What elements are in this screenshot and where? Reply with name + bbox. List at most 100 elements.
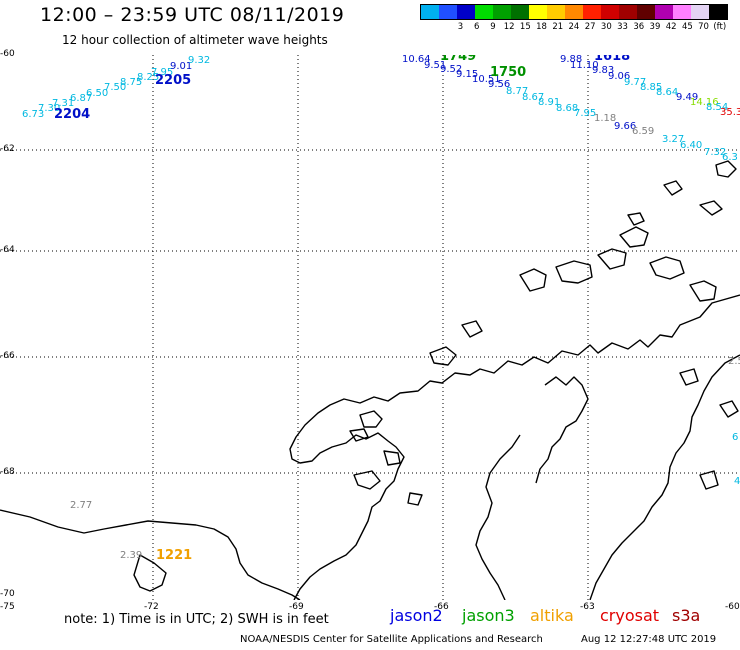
- legend-label: 30: [600, 22, 612, 32]
- legend-swatch: [709, 5, 727, 19]
- map-panel[interactable]: 6.73 7.30 7.31 6.87 6.50 7.50 8.75 8.25 7.95 9.01…: [0, 55, 740, 600]
- legend-swatch: [547, 5, 565, 19]
- wave-height-value: 8.77: [506, 86, 529, 97]
- wave-height-value: 7.31: [52, 98, 75, 109]
- wave-height-value: 9.51: [424, 60, 447, 71]
- satellite-jason3: jason3: [462, 606, 515, 625]
- map-canvas: [0, 55, 740, 600]
- note-text: note: 1) Time is in UTC; 2) SWH is in fe…: [64, 612, 329, 627]
- legend-label: 27: [584, 22, 596, 32]
- legend-swatch: [493, 5, 511, 19]
- color-scale-bar: [420, 4, 728, 20]
- wave-height-value: 9.49: [676, 92, 699, 103]
- legend-label: 42: [665, 22, 677, 32]
- wave-height-value: 7.30: [38, 103, 61, 114]
- wave-height-value: 6.50: [86, 88, 109, 99]
- legend-swatch: [673, 5, 691, 19]
- wave-height-value: 7.95: [574, 108, 597, 119]
- color-scale-labels: 3 6 9 12 15 18 21 24 27 30 33 36 39 42 45 70 (ft): [420, 22, 728, 32]
- wave-height-value: 6.40: [680, 140, 703, 151]
- longitude-label: -72: [144, 602, 159, 612]
- wave-height-value: 6.3: [722, 152, 738, 163]
- pass-time-label: 2204: [54, 107, 91, 122]
- wave-height-value: 6: [732, 432, 739, 443]
- legend-spacer: [436, 22, 452, 32]
- wave-height-value: 8.68: [556, 103, 579, 114]
- legend-swatch: [583, 5, 601, 19]
- latitude-label: -64: [0, 245, 15, 255]
- satellite-altika: altika: [530, 606, 574, 625]
- map-subtitle: 12 hour collection of altimeter wave hei…: [62, 33, 328, 47]
- legend-label: 24: [568, 22, 580, 32]
- legend-label: 39: [649, 22, 661, 32]
- wave-height-value: 8.67: [522, 92, 545, 103]
- legend-label: 12: [503, 22, 515, 32]
- satellite-jason2: jason2: [390, 606, 443, 625]
- longitude-label: -66: [434, 602, 449, 612]
- wave-height-value: 9.15: [456, 69, 479, 80]
- legend-label: 18: [536, 22, 547, 32]
- legend-label: 45: [681, 22, 693, 32]
- pass-time-label: 1221: [156, 548, 193, 563]
- wave-height-value: 7.32: [704, 147, 727, 158]
- legend-swatch: [529, 5, 547, 19]
- wave-height-value: 6.87: [70, 93, 93, 104]
- legend-label: 21: [552, 22, 564, 32]
- graticule: [0, 55, 740, 600]
- wave-height-value: 8.91: [538, 97, 561, 108]
- wave-height-value: 10.51: [472, 74, 501, 85]
- wave-height-value: 9.56: [488, 79, 511, 90]
- legend-label: 6: [474, 22, 480, 32]
- wave-height-value: 14.16: [690, 97, 719, 108]
- legend-label: 70: [698, 22, 709, 32]
- legend-swatch: [655, 5, 673, 19]
- latitude-label: -70: [0, 589, 15, 599]
- longitude-label: -63: [580, 602, 595, 612]
- wave-height-value: 9.01: [170, 61, 193, 72]
- wave-height-legend: 3 6 9 12 15 18 21 24 27 30 33 36 39 42 45 70 (ft): [420, 4, 728, 36]
- wave-height-value: 9.83: [592, 65, 615, 76]
- legend-spacer: [420, 22, 436, 32]
- wave-height-value: 2.5: [728, 356, 740, 367]
- legend-swatch: [637, 5, 655, 19]
- wave-height-value: 3.27: [662, 134, 685, 145]
- legend-swatch: [619, 5, 637, 19]
- latitude-label: -62: [0, 144, 15, 154]
- longitude-label: -60: [725, 602, 740, 612]
- legend-swatch: [439, 5, 457, 19]
- legend-label: 15: [519, 22, 531, 32]
- wave-height-value: 8.85: [640, 82, 663, 93]
- satellite-s3a: s3a: [672, 606, 701, 625]
- latitude-label: -60: [0, 49, 15, 59]
- longitude-label: -69: [289, 602, 304, 612]
- wave-height-value: 6.59: [632, 126, 655, 137]
- legend-swatch: [601, 5, 619, 19]
- wave-height-value: 9.32: [188, 55, 211, 66]
- wave-height-value: 2.77: [70, 500, 93, 511]
- wave-height-value: 8.64: [656, 87, 679, 98]
- wave-height-value: 6.73: [22, 109, 45, 120]
- coastline: [0, 160, 740, 600]
- footer-timestamp: Aug 12 12:27:48 UTC 2019: [581, 634, 717, 645]
- legend-label: 33: [617, 22, 628, 32]
- legend-swatch: [565, 5, 583, 19]
- legend-label: 3: [457, 22, 464, 32]
- footer-credit: NOAA/NESDIS Center for Satellite Applica…: [240, 634, 543, 645]
- legend-label: 36: [633, 22, 645, 32]
- wave-height-value: 7.95: [151, 67, 174, 78]
- pass-time-label: 1749: [440, 55, 477, 64]
- wave-height-value: 7.50: [104, 82, 127, 93]
- satellite-cryosat: cryosat: [600, 606, 660, 625]
- legend-swatch: [511, 5, 529, 19]
- wave-height-value: 4: [734, 476, 740, 487]
- legend-swatch: [421, 5, 439, 19]
- legend-swatch: [475, 5, 493, 19]
- legend-label: 9: [490, 22, 496, 32]
- wave-height-value: 8.25: [137, 72, 160, 83]
- pass-time-label: 1618: [594, 55, 631, 64]
- wave-height-value: 9.77: [624, 77, 647, 88]
- latitude-label: -66: [0, 351, 15, 361]
- wave-height-value: 9.06: [608, 71, 631, 82]
- longitude-label: -75: [0, 602, 15, 612]
- wave-height-value: 9.88: [560, 55, 583, 65]
